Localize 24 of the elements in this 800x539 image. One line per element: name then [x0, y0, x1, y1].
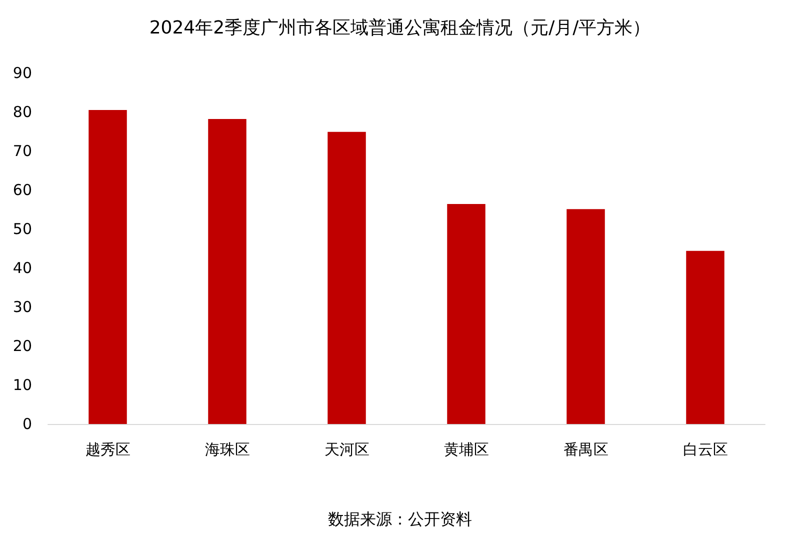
y-tick-label: 60	[12, 181, 32, 199]
x-tick-label: 海珠区	[204, 440, 250, 458]
chart-title: 2024年2季度广州市各区域普通公寓租金情况（元/月/平方米）	[149, 18, 651, 38]
bar	[88, 110, 127, 424]
bar	[447, 204, 486, 424]
bar	[566, 209, 605, 424]
x-tick-label: 白云区	[682, 440, 728, 458]
y-tick-label: 40	[12, 259, 32, 277]
x-tick-label: 天河区	[324, 440, 370, 458]
source-note: 数据来源：公开资料	[328, 510, 472, 528]
y-tick-label: 20	[12, 337, 32, 355]
y-tick-label: 80	[12, 103, 32, 121]
y-tick-label: 70	[12, 142, 32, 160]
bar	[328, 132, 366, 424]
y-tick-label: 50	[12, 220, 32, 238]
bar	[208, 119, 246, 424]
y-tick-label: 90	[12, 64, 32, 82]
bar	[686, 250, 724, 424]
y-tick-label: 10	[12, 376, 32, 394]
y-tick-label: 0	[22, 415, 32, 433]
x-tick-label: 黄埔区	[444, 440, 489, 458]
x-tick-label: 越秀区	[85, 440, 130, 458]
x-tick-label: 番禺区	[563, 440, 608, 458]
y-tick-label: 30	[12, 298, 32, 316]
